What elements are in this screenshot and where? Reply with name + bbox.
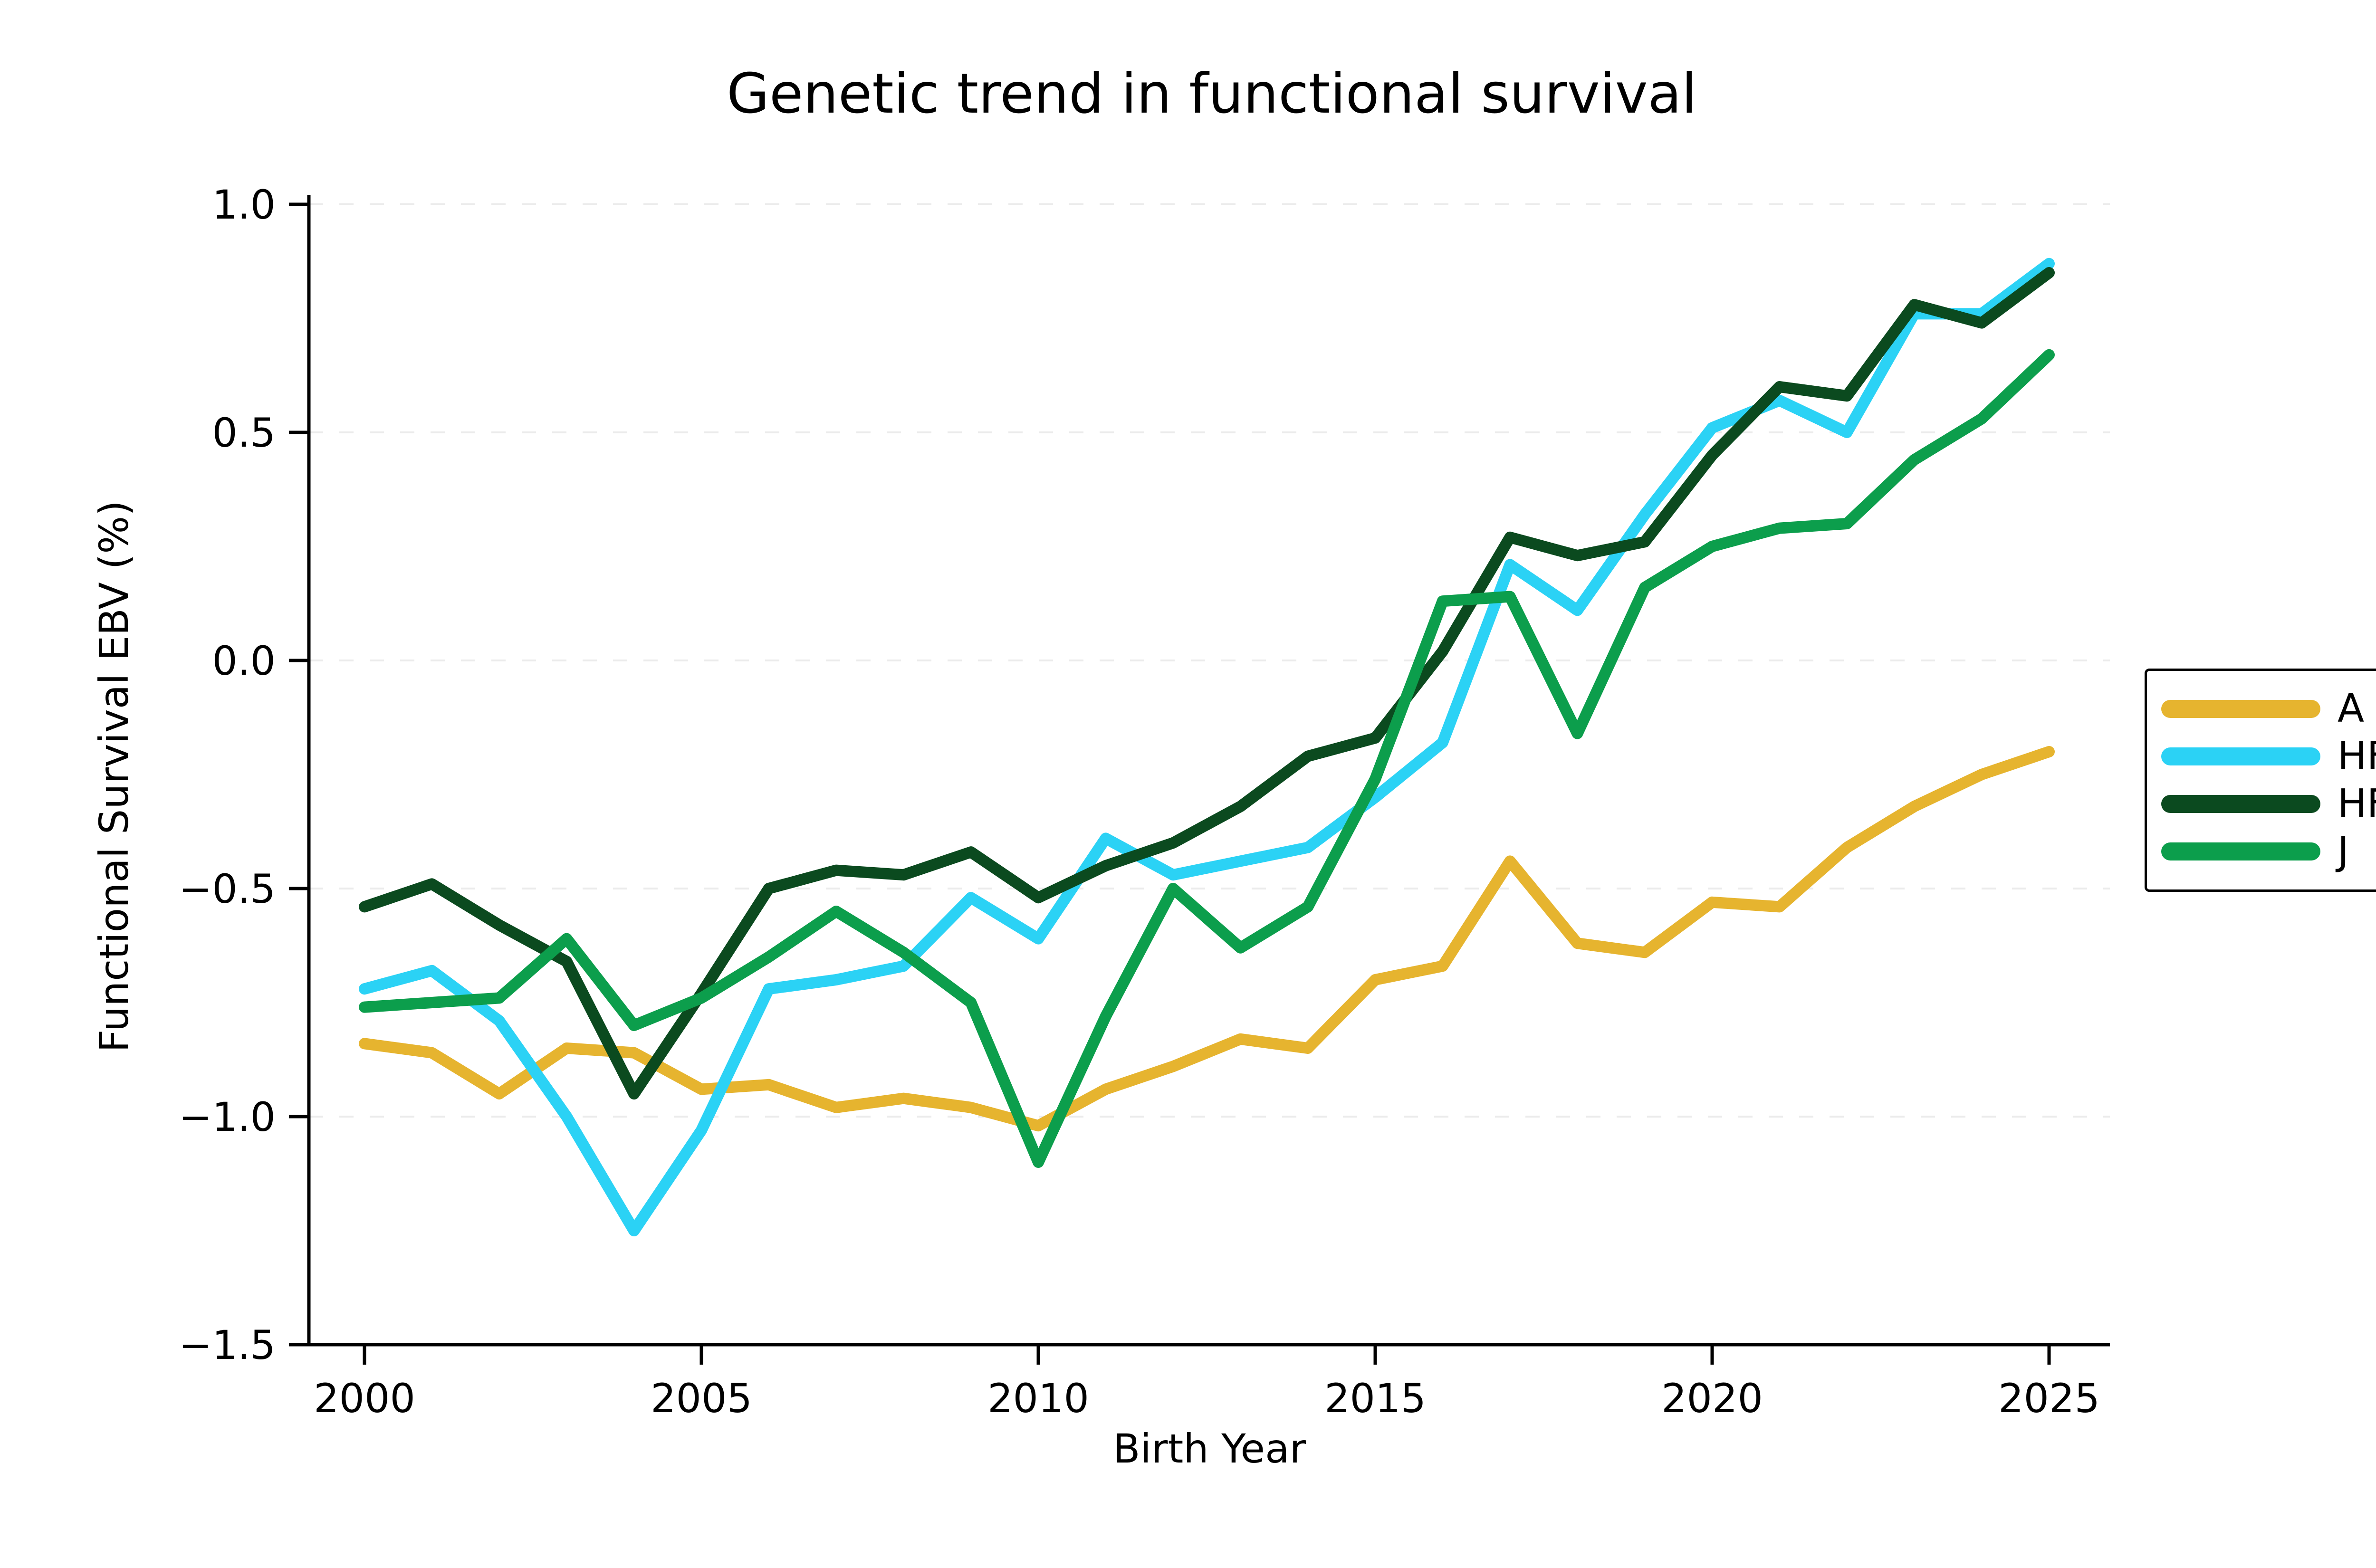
axes-group (307, 195, 2110, 1347)
tick-labels-group: 1.0 0.5 0.0 −0.5 −1.0 −1.5 2000 2005 2010 2015 202… (179, 182, 2100, 1422)
y-tick-label: 0.5 (212, 410, 276, 456)
y-axis-label: Functional Survival EBV (%) (91, 500, 137, 1052)
legend-label-HF: HF (2338, 734, 2376, 779)
x-tick-label: 2020 (1661, 1375, 1763, 1422)
legend-label-A: A (2338, 686, 2365, 731)
legend-swatch-HFJ (2161, 795, 2320, 813)
legend-label-J: J (2338, 829, 2349, 874)
legend-swatch-A (2161, 700, 2320, 718)
chart-title: Genetic trend in functional survival (727, 62, 1697, 126)
x-tick-label: 2025 (1998, 1375, 2100, 1422)
series-line-HFJ (359, 267, 2055, 1100)
y-tick-label: −0.5 (179, 866, 276, 912)
x-axis-label: Birth Year (1112, 1425, 1306, 1472)
tick-marks-group (289, 202, 2051, 1365)
legend-row-HF: HF (2161, 733, 2376, 780)
legend-label-HFJ: HFJ (2338, 781, 2376, 826)
legend-row-HFJ: HFJ (2161, 780, 2376, 828)
legend-swatch-J (2161, 842, 2320, 860)
x-tick-label: 2005 (651, 1375, 752, 1422)
y-tick-label: −1.5 (179, 1322, 276, 1368)
legend-swatch-HF (2161, 747, 2320, 765)
x-tick-label: 2000 (314, 1375, 415, 1422)
series-lines-group (359, 258, 2055, 1236)
y-tick-label: −1.0 (179, 1094, 276, 1140)
series-line-J (359, 349, 2055, 1168)
legend: AHFHFJJ (2145, 669, 2376, 892)
legend-row-A: A (2161, 685, 2376, 733)
series-line-HF (359, 258, 2055, 1236)
legend-row-J: J (2161, 828, 2376, 875)
gridlines-group (309, 203, 2110, 1346)
x-tick-label: 2010 (987, 1375, 1089, 1422)
y-tick-label: 1.0 (212, 182, 276, 228)
x-tick-label: 2015 (1324, 1375, 1426, 1422)
series-line-A (359, 746, 2055, 1132)
y-tick-label: 0.0 (212, 638, 276, 684)
